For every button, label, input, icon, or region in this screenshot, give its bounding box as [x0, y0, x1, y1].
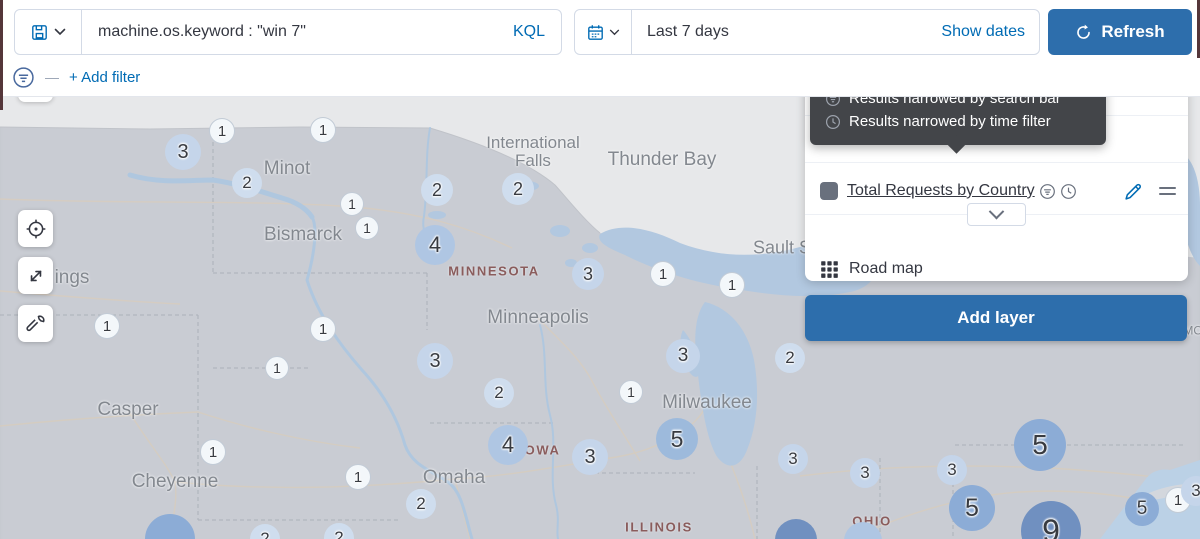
cluster-bubble[interactable]: 2: [484, 378, 514, 408]
cluster-bubble[interactable]: 2: [775, 343, 805, 373]
grid-icon: [820, 260, 839, 279]
cluster-bubble[interactable]: 1: [619, 380, 643, 404]
add-layer-button[interactable]: Add layer: [805, 295, 1187, 341]
cluster-bubble[interactable]: 1: [340, 192, 364, 216]
wrench-icon: [25, 314, 46, 334]
cluster-bubble[interactable]: 3: [778, 444, 808, 474]
cluster-bubble[interactable]: 3: [165, 134, 201, 170]
save-icon: [31, 24, 48, 41]
edit-layer-button[interactable]: [1124, 182, 1143, 201]
cluster-bubble[interactable]: 1: [650, 261, 676, 287]
cluster-bubble[interactable]: 1: [345, 464, 371, 490]
cluster-bubble[interactable]: 3: [417, 343, 453, 379]
time-range-value[interactable]: Last 7 days: [647, 23, 729, 40]
cluster-bubble[interactable]: 4: [415, 225, 455, 265]
cluster-bubble[interactable]: 3: [666, 339, 700, 373]
time-filter-icon: [1060, 183, 1077, 200]
window-edge: [0, 0, 3, 110]
cluster-bubble[interactable]: 1: [265, 356, 289, 380]
filter-applied-icon: [1039, 183, 1056, 200]
expand-arrow-icon: [26, 266, 46, 286]
refresh-button[interactable]: Refresh: [1048, 9, 1192, 55]
cluster-bubble[interactable]: 5: [949, 485, 995, 531]
cluster-bubble[interactable]: 2: [232, 168, 262, 198]
cluster-bubble[interactable]: 2: [250, 524, 280, 539]
refresh-icon: [1075, 24, 1092, 41]
lake-michigan: [695, 302, 758, 466]
filter-menu-icon[interactable]: [12, 66, 35, 89]
query-input[interactable]: machine.os.keyword : "win 7" KQL: [81, 9, 562, 55]
layer-swatch: [820, 182, 838, 200]
cluster-bubble[interactable]: 1: [355, 216, 379, 240]
add-filter-button[interactable]: + Add filter: [69, 68, 141, 86]
cluster-bubble[interactable]: 5: [656, 418, 698, 460]
window-edge: [1197, 0, 1200, 58]
query-language-button[interactable]: KQL: [512, 23, 545, 40]
cluster-bubble[interactable]: 3: [937, 455, 967, 485]
cluster-bubble[interactable]: 1: [200, 439, 226, 465]
query-toolbar: machine.os.keyword : "win 7" KQL Last 7 …: [0, 0, 1200, 97]
filter-bar: — + Add filter: [12, 62, 140, 92]
cluster-bubble[interactable]: 1: [209, 118, 235, 144]
layer-row-road-map[interactable]: Road map: [820, 255, 1176, 283]
chevron-down-icon: [988, 203, 1005, 220]
chevron-down-icon: [54, 28, 66, 36]
cluster-bubble[interactable]: 2: [406, 489, 436, 519]
cluster-bubble[interactable]: 5: [1014, 419, 1066, 471]
clock-icon: [825, 114, 841, 130]
map-locate-button[interactable]: [18, 210, 53, 247]
drag-handle[interactable]: [1159, 187, 1176, 195]
show-dates-button[interactable]: Show dates: [941, 23, 1025, 40]
cluster-bubble[interactable]: 2: [421, 174, 453, 206]
tooltip-row: Results narrowed by time filter: [825, 110, 1091, 133]
cluster-bubble[interactable]: 3: [850, 458, 880, 488]
cluster-bubble[interactable]: 1: [310, 316, 336, 342]
cluster-bubble[interactable]: 1: [719, 272, 745, 298]
expand-layer-details-button[interactable]: [967, 203, 1026, 226]
cluster-bubble[interactable]: 1: [310, 117, 336, 143]
map-fit-to-data-button[interactable]: [18, 257, 53, 294]
crosshair-icon: [25, 218, 47, 240]
tooltip-row-text: Results narrowed by time filter: [849, 113, 1051, 130]
cluster-bubble[interactable]: 2: [502, 173, 534, 205]
calendar-button[interactable]: [575, 10, 632, 54]
filter-divider: —: [45, 69, 59, 85]
cluster-bubble[interactable]: 3: [572, 258, 604, 290]
cluster-bubble[interactable]: 2: [324, 523, 354, 539]
cluster-bubble[interactable]: [775, 519, 817, 539]
layer-name-link[interactable]: Total Requests by Country: [847, 182, 1035, 199]
cluster-bubble[interactable]: 3: [572, 439, 608, 475]
map-tools-button[interactable]: [18, 305, 53, 342]
layer-name-road-map[interactable]: Road map: [849, 260, 923, 277]
cluster-bubble[interactable]: 1: [94, 313, 120, 339]
chevron-down-icon: [609, 29, 620, 36]
layer-row-total-requests: Total Requests by Country: [820, 176, 1176, 206]
cluster-bubble[interactable]: 5: [1125, 492, 1159, 526]
calendar-icon: [587, 24, 604, 41]
query-text[interactable]: machine.os.keyword : "win 7": [98, 23, 306, 40]
cluster-bubble[interactable]: 3: [1181, 476, 1200, 506]
refresh-label: Refresh: [1101, 22, 1165, 41]
cluster-bubble[interactable]: [844, 522, 882, 539]
time-picker: Last 7 days Show dates: [574, 9, 1040, 55]
cluster-bubble[interactable]: 4: [488, 425, 528, 465]
save-query-button[interactable]: [14, 9, 82, 55]
lake-superior: [599, 227, 875, 297]
